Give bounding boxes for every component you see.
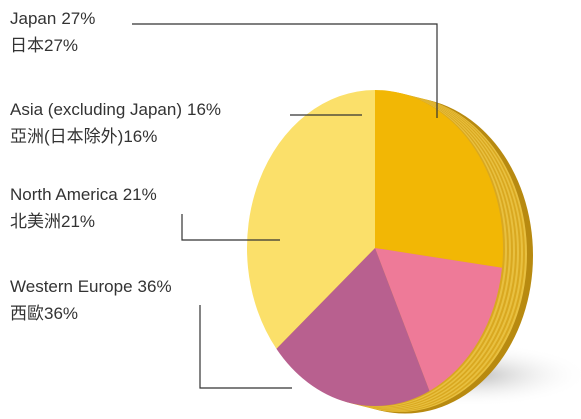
category-label: Japan — [10, 9, 56, 28]
category-label-zh: 北美洲 — [10, 212, 61, 231]
category-label: Asia (excluding Japan) — [10, 100, 182, 119]
category-label-zh: 亞洲(日本除外) — [10, 127, 123, 146]
pie-slice — [375, 248, 502, 391]
pie-slice — [246, 90, 375, 349]
legend-label: Asia (excluding Japan) 16% — [10, 100, 221, 119]
value-label: 27% — [61, 9, 95, 28]
leader-line — [181, 214, 280, 241]
category-label-zh: 西歐 — [10, 304, 44, 323]
pie — [246, 89, 503, 407]
legend-label-zh: 日本27% — [10, 36, 78, 55]
category-label: North America — [10, 185, 118, 204]
value-label: 16% — [187, 100, 221, 119]
category-label: Western Europe — [10, 277, 133, 296]
value-label: 36% — [138, 277, 172, 296]
labels: Japan 27%日本27%Asia (excluding Japan) 16%亞洲… — [10, 9, 221, 323]
legend-label-zh: 北美洲21% — [10, 212, 95, 231]
value-label: 21% — [123, 185, 157, 204]
pie-slice — [276, 248, 430, 407]
legend-label: Japan 27% — [10, 9, 95, 28]
pie-slice — [375, 89, 503, 268]
value-label: 36% — [44, 304, 78, 323]
leader-line — [199, 305, 292, 389]
legend-label: North America 21% — [10, 185, 157, 204]
legend-label: Western Europe 36% — [10, 277, 172, 296]
legend-label-zh: 西歐36% — [10, 304, 78, 323]
leader-lines — [132, 23, 438, 389]
value-label: 27% — [44, 36, 78, 55]
leader-line — [132, 23, 438, 118]
legend-label-zh: 亞洲(日本除外)16% — [10, 127, 157, 146]
category-label-zh: 日本 — [10, 36, 44, 55]
value-label: 21% — [61, 212, 95, 231]
value-label: 16% — [123, 127, 157, 146]
